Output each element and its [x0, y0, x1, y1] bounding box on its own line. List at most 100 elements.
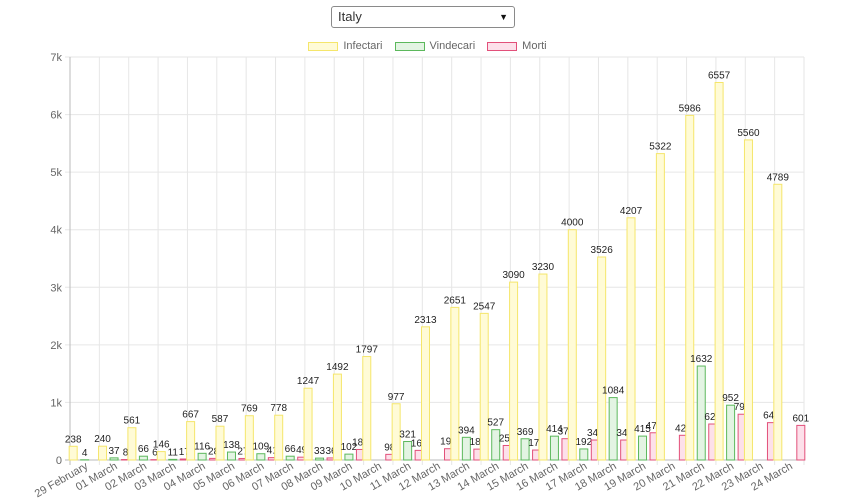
data-label-vindecari: 192 — [575, 437, 592, 448]
y-tick-label: 6k — [50, 110, 62, 122]
bar-vindecari — [226, 451, 236, 461]
bar-vindecari — [138, 455, 148, 461]
data-label-morti: 183 — [352, 437, 369, 448]
data-label-vindecari: 414 — [546, 424, 563, 435]
data-label-morti: 795 — [734, 402, 751, 413]
data-label-morti: 252 — [499, 433, 516, 444]
bar-morti — [796, 424, 806, 461]
data-label-vindecari: 33 — [314, 446, 326, 457]
bar-vindecari — [197, 452, 207, 461]
bar-infectari — [626, 217, 636, 461]
bar-vindecari — [520, 438, 530, 461]
data-label-vindecari: 66 — [285, 444, 297, 455]
data-label-morti: 347 — [616, 428, 633, 439]
bar-infectari — [274, 414, 284, 461]
bar-vindecari — [285, 455, 295, 461]
data-label-infectari: 5560 — [737, 128, 760, 139]
bar-infectari — [68, 445, 78, 461]
data-label-morti: 167 — [411, 438, 428, 449]
country-select[interactable]: Italy ▼ — [331, 6, 515, 28]
data-label-infectari: 667 — [182, 410, 199, 421]
bar-infectari — [332, 373, 342, 461]
legend-swatch-infectari — [308, 41, 339, 51]
data-label-morti: 473 — [646, 421, 663, 432]
data-label-vindecari: 66 — [138, 444, 150, 455]
legend-label-infectari: Infectari — [343, 40, 383, 52]
y-tick-label: 7k — [50, 52, 62, 64]
data-label-infectari: 1247 — [297, 376, 320, 387]
bar-vindecari — [608, 397, 618, 461]
bar-vindecari — [638, 435, 648, 461]
bar-infectari — [714, 82, 724, 461]
data-label-morti: 98 — [384, 442, 396, 453]
data-label-morti: 601 — [792, 413, 809, 424]
y-tick-label: 0 — [56, 455, 62, 467]
legend-swatch-morti — [487, 41, 518, 51]
y-tick-label: 4k — [50, 225, 62, 237]
bar-vindecari — [491, 429, 501, 461]
data-label-morti: 370 — [558, 427, 575, 438]
bar-vindecari — [403, 441, 413, 461]
bar-vindecari — [696, 365, 706, 461]
data-label-morti: 49 — [296, 445, 308, 456]
data-label-vindecari: 37 — [108, 446, 120, 457]
bar-vindecari — [109, 457, 119, 461]
bar-infectari — [597, 256, 607, 461]
bar-vindecari — [579, 448, 589, 461]
data-label-vindecari: 11 — [168, 447, 179, 458]
data-label-morti: 28 — [208, 446, 220, 457]
data-label-infectari: 2651 — [444, 295, 467, 306]
bar-infectari — [655, 153, 665, 461]
data-label-infectari: 2313 — [414, 315, 437, 326]
legend-item-infectari[interactable]: Infectari — [308, 38, 383, 54]
chevron-down-icon: ▼ — [499, 12, 508, 22]
bar-infectari — [362, 356, 372, 461]
country-select-value: Italy — [338, 9, 362, 24]
legend-swatch-vindecari — [394, 41, 425, 51]
bar-vindecari — [256, 453, 266, 461]
data-label-morti: 27 — [237, 446, 249, 457]
bar-vindecari — [168, 458, 178, 461]
bar-vindecari — [315, 457, 325, 461]
data-label-morti: 189 — [470, 437, 487, 448]
bar-infectari — [244, 415, 254, 461]
data-label-vindecari: 415 — [634, 424, 651, 435]
data-label-morti: 649 — [763, 411, 780, 422]
y-tick-label: 3k — [50, 282, 62, 294]
data-label-morti: 347 — [587, 428, 604, 439]
data-label-vindecari: 394 — [458, 425, 475, 436]
data-label-vindecari: 116 — [194, 441, 210, 452]
data-label-morti: 36 — [325, 446, 337, 457]
data-label-infectari: 4789 — [767, 172, 790, 183]
data-label-morti: 6 — [152, 448, 158, 459]
legend-item-morti[interactable]: Morti — [487, 38, 547, 54]
legend-label-vindecari: Vindecari — [429, 40, 476, 52]
bar-infectari — [450, 306, 460, 461]
bar-infectari — [538, 273, 548, 461]
data-label-vindecari: 1632 — [690, 354, 713, 365]
bar-infectari — [773, 183, 783, 461]
bar-infectari — [567, 229, 577, 461]
y-tick-label: 2k — [50, 340, 62, 352]
data-label-morti: 625 — [704, 412, 721, 423]
data-label-vindecari: 4 — [82, 448, 88, 459]
data-label-vindecari: 109 — [252, 442, 269, 453]
data-label-infectari: 146 — [153, 440, 170, 451]
data-label-morti: 17 — [179, 447, 191, 458]
data-label-infectari: 2547 — [473, 301, 496, 312]
data-label-infectari: 3230 — [532, 262, 555, 273]
data-label-infectari: 1797 — [356, 345, 379, 356]
data-label-vindecari: 1084 — [602, 386, 625, 397]
bar-vindecari — [461, 436, 471, 461]
data-label-infectari: 977 — [388, 392, 405, 403]
data-label-infectari: 587 — [212, 414, 229, 425]
legend-item-vindecari[interactable]: Vindecari — [394, 38, 476, 54]
data-label-vindecari: 952 — [722, 393, 739, 404]
data-label-morti: 8 — [123, 448, 129, 459]
data-label-infectari: 769 — [241, 404, 258, 415]
bar-vindecari — [726, 404, 736, 461]
data-label-vindecari: 369 — [517, 427, 534, 438]
data-label-infectari: 4000 — [561, 218, 584, 229]
y-tick-label: 5k — [50, 167, 62, 179]
